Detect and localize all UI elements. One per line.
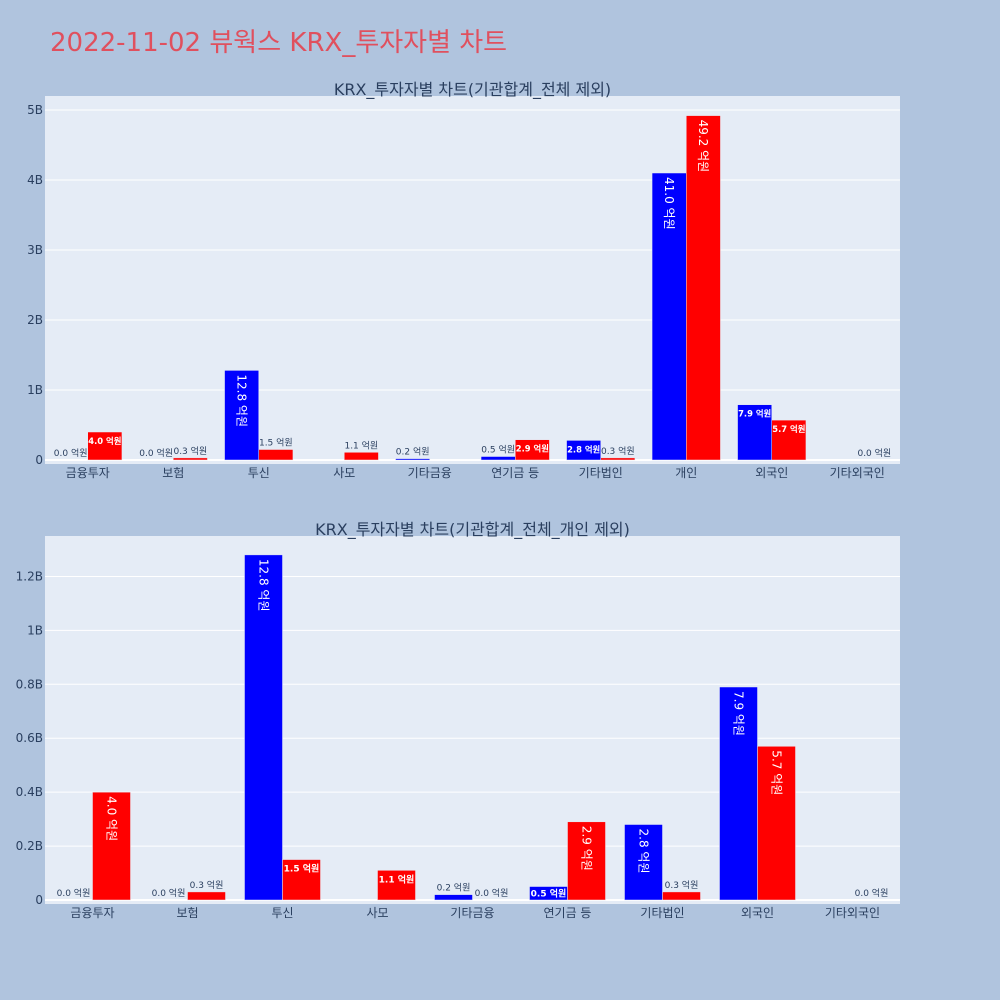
bar [566, 440, 601, 461]
bar-label: 5.7 억원 [772, 424, 805, 434]
bar-label: 2.9 억원 [516, 444, 549, 454]
bar-label: 0.2 억원 [437, 882, 471, 894]
x-tick-label: 기타금융 [408, 466, 452, 480]
bar-label: 0.2 억원 [396, 446, 430, 458]
y-tick-label: 2B [27, 313, 43, 327]
bar-label: 2.8 억원 [636, 829, 650, 874]
plot-area [45, 96, 900, 464]
bar [395, 458, 430, 461]
y-tick-label: 1.2B [16, 569, 43, 583]
bar-label: 0.0 억원 [57, 887, 91, 899]
bar [515, 439, 550, 461]
bar-label: 1.1 억원 [344, 439, 378, 451]
bar-label: 0.0 억원 [152, 887, 186, 899]
bar [737, 404, 772, 461]
bar-label: 2.9 억원 [579, 826, 593, 871]
y-tick-label: 0 [35, 453, 43, 467]
bar-label: 2.8 억원 [567, 444, 600, 454]
bar-label: 0.0 억원 [54, 447, 88, 459]
x-tick-label: 기타법인 [579, 466, 623, 480]
bar [258, 449, 294, 461]
bar [92, 791, 131, 901]
bar-label: 41.0 억원 [662, 177, 676, 230]
chart-title: KRX_투자자별 차트(기관합계_전체 제외) [334, 80, 611, 100]
bar [224, 370, 260, 461]
chart-1: 0 1B 2B 3B 4B 5B KRX_투자자별 차트(기관합계_전체 제외) 금융투자 보험… [27, 80, 900, 480]
bar-label: 0.3 억원 [173, 445, 207, 457]
x-tick-label: 보험 [176, 906, 198, 920]
y-tick-label: 0.4B [16, 785, 43, 799]
x-tick-label: 사모 [366, 906, 388, 920]
chart-2: 0 0.2B 0.4B 0.6B 0.8B 1B 1.2B KRX_투자자별 차트(기관합계_… [16, 520, 900, 920]
x-tick-label: 금융투자 [66, 466, 110, 480]
bar-label: 0.3 억원 [601, 445, 635, 457]
x-tick-label: 기타외국인 [830, 466, 885, 480]
bar-label: 0.3 억원 [190, 879, 224, 891]
bar-label: 0.3 억원 [665, 879, 699, 891]
bar [662, 891, 701, 901]
bar [187, 891, 226, 901]
bar-label: 1.5 억원 [284, 863, 320, 875]
x-tick-label: 외국인 [755, 466, 788, 480]
page-title: 2022-11-02 뷰웍스 KRX_투자자별 차트 [50, 28, 508, 58]
x-tick-label: 투신 [248, 466, 270, 480]
bar-label: 1.1 억원 [379, 873, 415, 885]
bar [282, 859, 321, 901]
x-tick-label: 개인 [675, 466, 697, 480]
bar [344, 452, 379, 461]
bar-label: 0.0 억원 [475, 887, 509, 899]
bar-label: 0.0 억원 [855, 887, 889, 899]
x-tick-label: 기타법인 [640, 906, 684, 920]
bar-label: 0.5 억원 [531, 887, 567, 899]
bar [244, 554, 283, 901]
x-tick-label: 기타외국인 [825, 906, 880, 920]
y-tick-label: 0.6B [16, 731, 43, 745]
bar [686, 115, 721, 461]
y-tick-label: 0 [35, 893, 43, 907]
chart-title: KRX_투자자별 차트(기관합계_전체_개인 제외) [315, 520, 630, 540]
bar [719, 686, 758, 901]
bar [87, 431, 123, 461]
y-tick-label: 0.2B [16, 839, 43, 853]
x-tick-label: 보험 [162, 466, 184, 480]
bar [757, 746, 796, 901]
x-tick-label: 금융투자 [70, 906, 114, 920]
bar [600, 457, 636, 461]
bar-label: 7.9 억원 [731, 691, 745, 736]
bar [567, 821, 606, 901]
x-tick-label: 투신 [271, 906, 293, 920]
y-tick-label: 1B [27, 623, 43, 637]
x-tick-label: 기타금융 [450, 906, 494, 920]
bar-label: 4.0 억원 [88, 436, 121, 446]
y-tick-label: 1B [27, 383, 43, 397]
bar-label: 1.5 억원 [259, 437, 293, 449]
x-tick-label: 사모 [333, 466, 355, 480]
bar-label: 0.0 억원 [139, 447, 173, 459]
bar [771, 419, 807, 461]
bar-label: 4.0 억원 [104, 796, 118, 841]
bar-label: 49.2 억원 [696, 120, 710, 173]
y-tick-label: 3B [27, 243, 43, 257]
y-tick-label: 5B [27, 103, 43, 117]
bar-label: 12.8 억원 [256, 559, 270, 612]
bar-label: 12.8 억원 [234, 374, 248, 427]
x-tick-label: 연기금 등 [491, 466, 539, 480]
bar-label: 0.0 억원 [857, 447, 891, 459]
bar [624, 824, 663, 901]
bar-label: 7.9 억원 [738, 409, 771, 419]
bar [377, 870, 416, 901]
x-tick-label: 연기금 등 [544, 906, 592, 920]
bar-label: 0.5 억원 [481, 444, 515, 456]
bar [173, 457, 208, 461]
y-tick-label: 0.8B [16, 677, 43, 691]
y-tick-label: 4B [27, 173, 43, 187]
bar [480, 456, 516, 461]
x-tick-label: 외국인 [741, 906, 774, 920]
bar-label: 5.7 억원 [769, 750, 783, 795]
bar [434, 894, 473, 901]
